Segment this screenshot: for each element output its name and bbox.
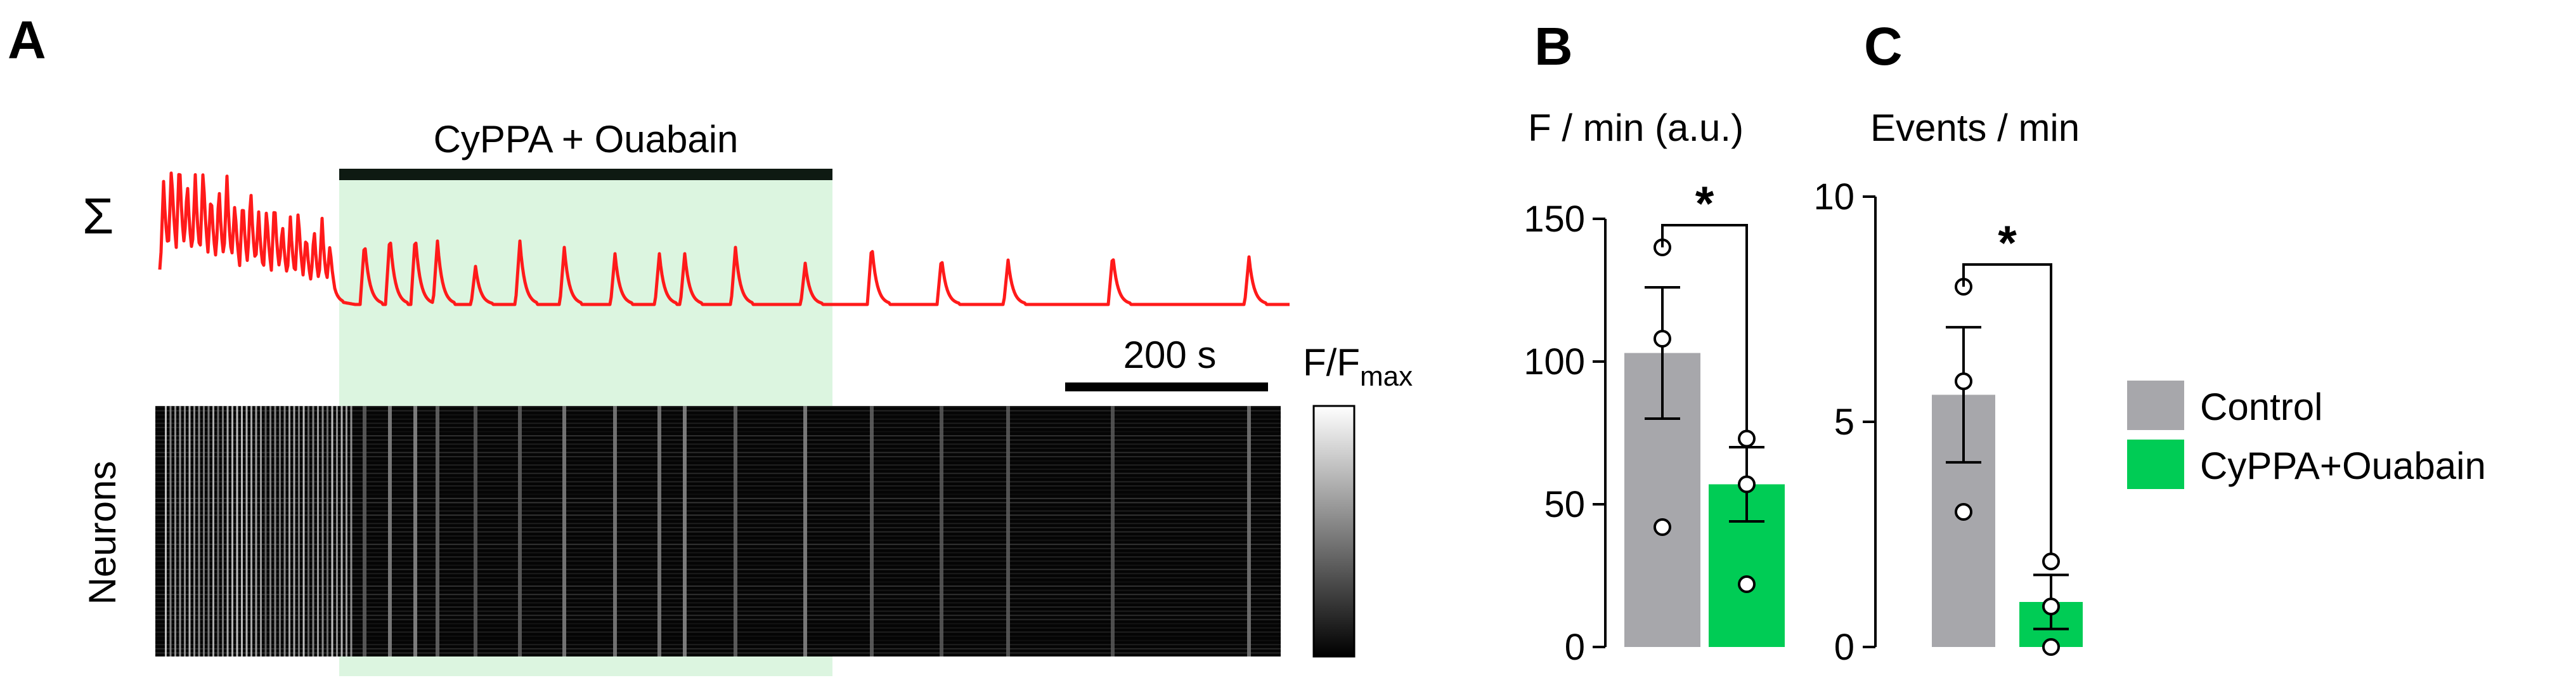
panel-b-tick-label: 150 [1524, 199, 1585, 240]
panel-c: C Events / min 0 5 10 * [1813, 16, 2083, 668]
panel-c-data-point-cyppa-ouabain [2042, 598, 2060, 616]
panel-b-title: F / min (a.u.) [1528, 107, 1744, 149]
panel-c-significance-bracket: * [1962, 216, 2052, 556]
panel-a: A CyPPA + Ouabain Σ 200 s Neurons [8, 10, 1413, 676]
panel-c-letter: C [1864, 16, 1903, 76]
panel-b-data-point-control [1654, 330, 1671, 348]
panel-c-title: Events / min [1870, 107, 2080, 149]
time-scale-label: 200 s [1123, 334, 1217, 376]
y-axis-label-neurons: Neurons [81, 461, 124, 605]
colorbar [1312, 405, 1356, 658]
panel-a-letter: A [8, 10, 46, 70]
legend: Control CyPPA+Ouabain [2127, 381, 2486, 489]
panel-c-error-bar-control [1946, 325, 1981, 464]
panel-c-data-point-control [1955, 503, 1972, 521]
legend-swatch-control [2127, 381, 2184, 430]
panel-b: B F / min (a.u.) 0 50 100 150 * [1524, 16, 1785, 668]
panel-c-tick-label: 10 [1813, 176, 1854, 218]
panel-c-tick-label: 5 [1834, 402, 1854, 443]
panel-b-error-bar-control [1645, 286, 1680, 420]
panel-b-data-point-control [1654, 518, 1671, 536]
colorbar-label: F/Fmax [1303, 341, 1413, 392]
panel-b-data-point-cyppa-ouabain [1738, 429, 1756, 448]
panel-b-tick-label: 0 [1565, 627, 1585, 668]
panel-c-significance-star: * [1998, 216, 2017, 270]
panel-b-tick-label: 100 [1524, 341, 1585, 382]
treatment-bar [339, 169, 832, 180]
summed-calcium-trace [158, 171, 1290, 306]
panel-c-tick-label: 0 [1834, 627, 1854, 668]
sum-symbol-label: Σ [82, 188, 113, 244]
colorbar-label-sub: max [1360, 361, 1413, 392]
legend-swatch-cyppa-ouabain [2127, 440, 2184, 489]
panel-c-data-point-cyppa-ouabain [2042, 638, 2060, 656]
legend-label-control: Control [2200, 386, 2322, 428]
neuron-raster-heatmap [155, 406, 1281, 657]
panel-b-letter: B [1534, 16, 1573, 76]
panel-b-data-point-cyppa-ouabain [1738, 475, 1756, 493]
panel-b-significance-star: * [1695, 177, 1714, 231]
panel-c-y-axis: 0 5 10 [1813, 176, 1877, 668]
panel-b-significance-bracket: * [1661, 177, 1748, 433]
panel-b-tick-label: 50 [1544, 484, 1585, 525]
panel-b-y-axis: 0 50 100 150 [1524, 199, 1607, 668]
panel-b-data-point-cyppa-ouabain [1738, 575, 1756, 593]
time-scale-bar [1065, 382, 1268, 391]
panel-c-data-point-cyppa-ouabain [2042, 552, 2060, 571]
panel-c-data-point-control [1955, 372, 1972, 391]
legend-label-cyppa-ouabain: CyPPA+Ouabain [2200, 445, 2486, 487]
treatment-label: CyPPA + Ouabain [434, 118, 739, 160]
colorbar-label-main: F/F [1303, 341, 1360, 384]
